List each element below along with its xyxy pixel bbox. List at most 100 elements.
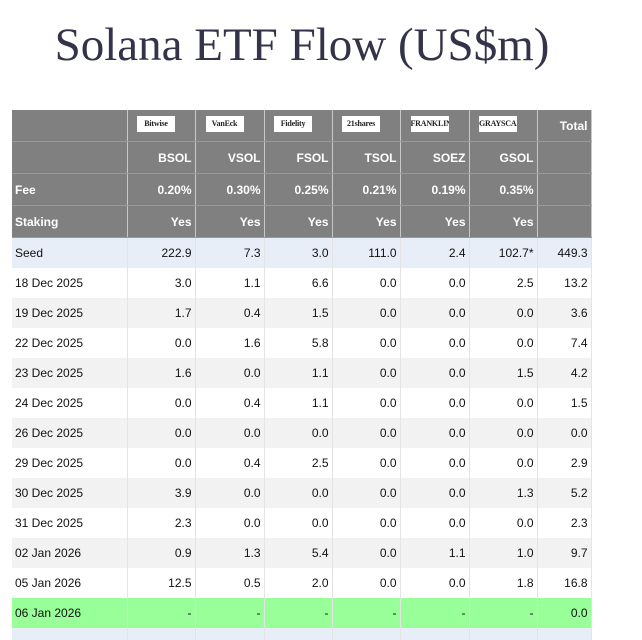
flow-value: 1.1 bbox=[264, 388, 333, 418]
total-value: 0.0 bbox=[537, 418, 592, 448]
flow-value: 0.0 bbox=[469, 448, 538, 478]
fee-row: Fee 0.20% 0.30% 0.25% 0.21% 0.19% 0.35% bbox=[12, 173, 592, 206]
flow-value: 0.0 bbox=[332, 478, 401, 508]
flow-value: 0.0 bbox=[469, 418, 538, 448]
flow-value: 12.5 bbox=[127, 568, 196, 598]
flow-value: 7.3 bbox=[195, 237, 265, 268]
flow-value: 0.0 bbox=[332, 418, 401, 448]
flow-value: 1.3 bbox=[195, 538, 265, 568]
flow-value: 0.0 bbox=[127, 328, 196, 358]
total-value: 7.4 bbox=[537, 328, 592, 358]
flow-value: 0.0 bbox=[400, 448, 470, 478]
flow-value: 0.4 bbox=[195, 298, 265, 328]
empty-cell bbox=[12, 141, 128, 174]
total-value: 1.5 bbox=[537, 388, 592, 418]
flow-value: 0.0 bbox=[332, 268, 401, 298]
flow-value: 3.0 bbox=[264, 237, 333, 268]
total-value: 13.2 bbox=[537, 268, 592, 298]
flow-value: 2.3 bbox=[127, 508, 196, 538]
fee-value: 0.25% bbox=[264, 173, 333, 206]
data-row: 24 Dec 2025 0.0 0.4 1.1 0.0 0.0 0.0 1.5 bbox=[12, 388, 592, 418]
data-row: 05 Jan 2026 12.5 0.5 2.0 0.0 0.0 1.8 16.8 bbox=[12, 568, 592, 598]
flow-value: 0.0 bbox=[400, 388, 470, 418]
row-label: 22 Dec 2025 bbox=[12, 328, 128, 358]
row-label: 18 Dec 2025 bbox=[12, 268, 128, 298]
flow-value: 111.0 bbox=[332, 237, 401, 268]
row-label: 19 Dec 2025 bbox=[12, 298, 128, 328]
flow-value: 5.8 bbox=[264, 328, 333, 358]
row-label: 23 Dec 2025 bbox=[12, 358, 128, 388]
flow-value: 0.0 bbox=[332, 538, 401, 568]
total-value: 5.2 bbox=[537, 478, 592, 508]
flow-value: 1.6 bbox=[127, 358, 196, 388]
table-body: Bitwise VanEck Fidelity 21shares FRANKLIN TE… bbox=[12, 110, 592, 640]
flow-value: 0.0 bbox=[332, 358, 401, 388]
data-row: 31 Dec 2025 2.3 0.0 0.0 0.0 0.0 0.0 2.3 bbox=[12, 508, 592, 538]
issuer-logo: GRAYSCALE bbox=[479, 116, 517, 132]
flow-value: 2.5 bbox=[469, 268, 538, 298]
row-label: 26 Dec 2025 bbox=[12, 418, 128, 448]
row-label: 30 Dec 2025 bbox=[12, 478, 128, 508]
flow-value: 102.7* bbox=[469, 237, 538, 268]
ticker: SOEZ bbox=[400, 141, 470, 174]
logo-cell: 21shares bbox=[332, 110, 401, 142]
issuer-logo: VanEck bbox=[205, 116, 244, 132]
flow-value: 1.3 bbox=[469, 478, 538, 508]
ticker: VSOL bbox=[195, 141, 265, 174]
flow-value: 0.0 bbox=[469, 298, 538, 328]
flow-value: 1.1 bbox=[195, 268, 265, 298]
logo-cell: VanEck bbox=[195, 110, 265, 142]
flow-value: 5.4 bbox=[264, 538, 333, 568]
empty-cell bbox=[127, 628, 196, 640]
data-row: 29 Dec 2025 0.0 0.4 2.5 0.0 0.0 0.0 2.9 bbox=[12, 448, 592, 478]
flow-value: 1.5 bbox=[469, 358, 538, 388]
flow-value: 2.0 bbox=[264, 568, 333, 598]
flow-value: 1.1 bbox=[400, 538, 470, 568]
empty-cell bbox=[537, 141, 592, 174]
flow-value: 0.0 bbox=[332, 298, 401, 328]
flow-value: 0.0 bbox=[195, 358, 265, 388]
row-label: 05 Jan 2026 bbox=[12, 568, 128, 598]
staking-value: Yes bbox=[400, 205, 470, 238]
issuer-logo: 21shares bbox=[342, 116, 380, 132]
page-title: Solana ETF Flow (US$m) bbox=[54, 19, 550, 71]
staking-value: Yes bbox=[469, 205, 538, 238]
flow-value: 0.5 bbox=[195, 568, 265, 598]
flow-value: 1.8 bbox=[469, 568, 538, 598]
flow-value: 222.9 bbox=[127, 237, 196, 268]
staking-value: Yes bbox=[127, 205, 196, 238]
fee-value: 0.20% bbox=[127, 173, 196, 206]
flow-value: 0.0 bbox=[332, 568, 401, 598]
empty-cell bbox=[195, 628, 265, 640]
flow-value: 0.0 bbox=[195, 478, 265, 508]
empty-cell bbox=[537, 205, 592, 238]
issuer-logo: FRANKLIN TEMPLETON bbox=[410, 116, 449, 132]
flow-value: 0.0 bbox=[264, 478, 333, 508]
total-value: 3.6 bbox=[537, 298, 592, 328]
flow-value: - bbox=[332, 598, 401, 628]
flow-value: 2.4 bbox=[400, 237, 470, 268]
logo-cell: Bitwise bbox=[127, 110, 196, 142]
flow-value: 1.6 bbox=[195, 328, 265, 358]
total-value: 0.0 bbox=[537, 598, 592, 628]
data-row: Seed 222.9 7.3 3.0 111.0 2.4 102.7* 449.3 bbox=[12, 237, 592, 268]
flow-value: 6.6 bbox=[264, 268, 333, 298]
row-label: Seed bbox=[12, 237, 128, 268]
flow-value: 0.0 bbox=[332, 388, 401, 418]
data-row: 02 Jan 2026 0.9 1.3 5.4 0.0 1.1 1.0 9.7 bbox=[12, 538, 592, 568]
row-label: 31 Dec 2025 bbox=[12, 508, 128, 538]
flow-value: 0.0 bbox=[469, 328, 538, 358]
total-value: 16.8 bbox=[537, 568, 592, 598]
row-label: Fee bbox=[12, 173, 128, 206]
flow-value: 3.9 bbox=[127, 478, 196, 508]
flow-value: - bbox=[469, 598, 538, 628]
ticker: FSOL bbox=[264, 141, 333, 174]
row-label: Staking bbox=[12, 205, 128, 238]
data-row: 18 Dec 2025 3.0 1.1 6.6 0.0 0.0 2.5 13.2 bbox=[12, 268, 592, 298]
fee-value: 0.21% bbox=[332, 173, 401, 206]
flow-value: 0.0 bbox=[400, 478, 470, 508]
flow-value: 0.0 bbox=[332, 448, 401, 478]
partial-row bbox=[12, 628, 592, 640]
flow-value: 3.0 bbox=[127, 268, 196, 298]
